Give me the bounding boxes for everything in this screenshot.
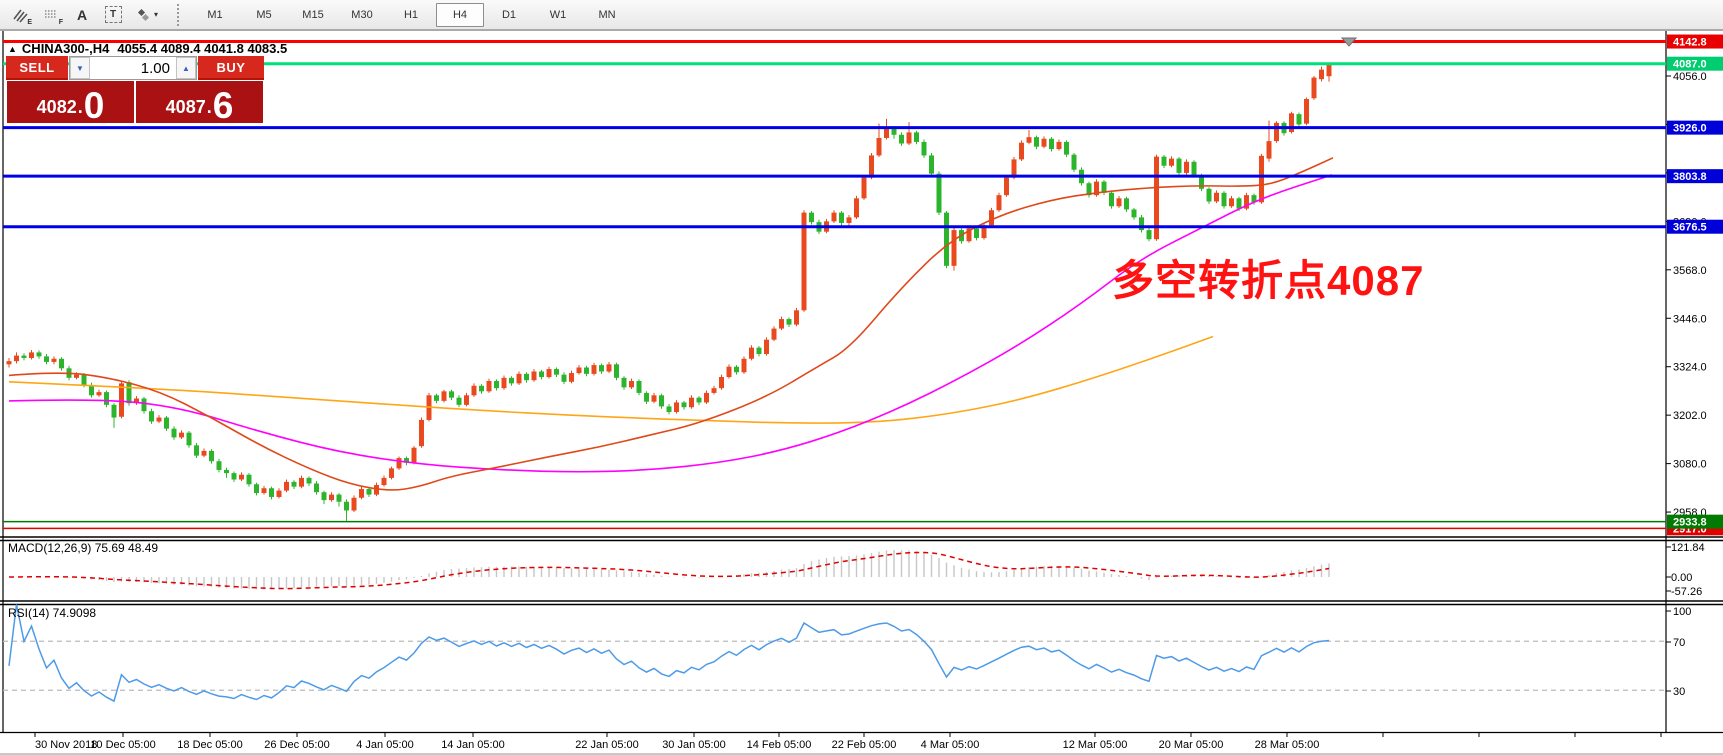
text-label-icon[interactable]: A	[76, 6, 88, 23]
bid-price[interactable]: 4082. 0	[7, 81, 134, 124]
shapes-dropdown-icon[interactable]: ▾	[130, 3, 164, 27]
tab-m5[interactable]: M5	[256, 8, 272, 21]
indicators-icon[interactable]: E	[6, 3, 34, 27]
svg-text:MACD(12,26,9) 75.69 48.49: MACD(12,26,9) 75.69 48.49	[8, 541, 158, 555]
tab-d1[interactable]: D1	[501, 8, 517, 21]
ma-mid-line	[8, 174, 1333, 473]
volume-value[interactable]: 1.00	[140, 59, 170, 77]
rsi-line	[8, 604, 1330, 703]
svg-text:3676.5: 3676.5	[1673, 222, 1707, 234]
svg-text:RSI(14) 74.9098: RSI(14) 74.9098	[8, 606, 96, 620]
svg-text:28 Mar 05:00: 28 Mar 05:00	[1255, 739, 1320, 751]
svg-text:3926.0: 3926.0	[1673, 123, 1707, 135]
svg-text:20 Mar 05:00: 20 Mar 05:00	[1159, 739, 1224, 751]
svg-text:4087.0: 4087.0	[1673, 59, 1707, 71]
svg-text:2933.8: 2933.8	[1673, 517, 1707, 529]
svg-text:4 Jan 05:00: 4 Jan 05:00	[356, 739, 414, 751]
line-drag-marker-icon[interactable]	[1340, 37, 1358, 47]
chart-symbol-header: ▲ CHINA300-,H4 4055.4 4089.4 4041.8 4083.5	[8, 41, 287, 56]
svg-text:3446.0: 3446.0	[1673, 313, 1707, 325]
sell-button[interactable]: SELL	[6, 56, 68, 80]
volume-increase-icon[interactable]: ▲	[176, 57, 196, 79]
buy-button[interactable]: BUY	[198, 56, 264, 80]
svg-text:0.00: 0.00	[1671, 572, 1692, 584]
svg-text:18 Dec 05:00: 18 Dec 05:00	[177, 739, 242, 751]
chart-annotation-text[interactable]: 多空转折点4087	[1112, 257, 1425, 304]
volume-decrease-icon[interactable]: ▼	[70, 57, 90, 79]
svg-text:30 Nov 2018: 30 Nov 2018	[35, 739, 97, 751]
svg-text:10 Dec 05:00: 10 Dec 05:00	[90, 739, 155, 751]
ask-price[interactable]: 4087. 6	[136, 81, 263, 124]
svg-text:22 Feb 05:00: 22 Feb 05:00	[832, 739, 897, 751]
svg-text:4142.8: 4142.8	[1673, 37, 1707, 49]
tab-m1[interactable]: M1	[207, 8, 223, 21]
volume-stepper: ▼ 1.00 ▲	[69, 56, 197, 80]
svg-text:100: 100	[1673, 606, 1691, 618]
toolbar: E F A T ▾ M1 M5 M15 M30 H1 H4 D1 W1	[0, 0, 1723, 30]
tab-h4[interactable]: H4	[436, 2, 484, 27]
svg-text:121.84: 121.84	[1671, 542, 1705, 554]
svg-text:-57.26: -57.26	[1671, 586, 1702, 598]
svg-text:3202.0: 3202.0	[1673, 410, 1707, 422]
tab-mn[interactable]: MN	[598, 8, 616, 21]
svg-text:3803.8: 3803.8	[1673, 171, 1707, 183]
svg-text:30 Jan 05:00: 30 Jan 05:00	[662, 739, 726, 751]
collapse-icon[interactable]: ▲	[8, 44, 17, 54]
ohlc-values: 4055.4 4089.4 4041.8 4083.5	[117, 41, 288, 56]
ma-fast-line	[8, 157, 1334, 491]
svg-text:70: 70	[1673, 637, 1685, 649]
svg-text:14 Feb 05:00: 14 Feb 05:00	[747, 739, 812, 751]
svg-text:12 Mar 05:00: 12 Mar 05:00	[1063, 739, 1128, 751]
svg-text:14 Jan 05:00: 14 Jan 05:00	[441, 739, 505, 751]
tab-m30[interactable]: M30	[351, 8, 373, 21]
candlesticks	[6, 62, 1332, 521]
symbol-timeframe: CHINA300-,H4	[21, 41, 110, 56]
toolbar-separator	[177, 3, 183, 26]
svg-text:22 Jan 05:00: 22 Jan 05:00	[575, 739, 639, 751]
svg-text:26 Dec 05:00: 26 Dec 05:00	[264, 739, 329, 751]
tab-m15[interactable]: M15	[302, 8, 324, 21]
svg-text:30: 30	[1673, 686, 1685, 698]
macd-signal-line	[9, 551, 1330, 590]
macd-histogram	[15, 550, 1330, 590]
svg-text:3080.0: 3080.0	[1673, 459, 1707, 471]
tab-w1[interactable]: W1	[549, 8, 567, 21]
svg-text:3568.0: 3568.0	[1673, 265, 1707, 277]
svg-text:4 Mar 05:00: 4 Mar 05:00	[921, 739, 980, 751]
text-box-icon[interactable]: T	[99, 3, 127, 27]
svg-text:4056.0: 4056.0	[1673, 71, 1707, 83]
tab-h1[interactable]: H1	[403, 8, 419, 21]
objects-grid-icon[interactable]: F	[37, 3, 65, 27]
svg-text:3324.0: 3324.0	[1673, 362, 1707, 374]
one-click-trade-panel: SELL ▼ 1.00 ▲ BUY 4082. 0 4087. 6	[6, 56, 264, 124]
ma-slow-line	[8, 335, 1214, 424]
